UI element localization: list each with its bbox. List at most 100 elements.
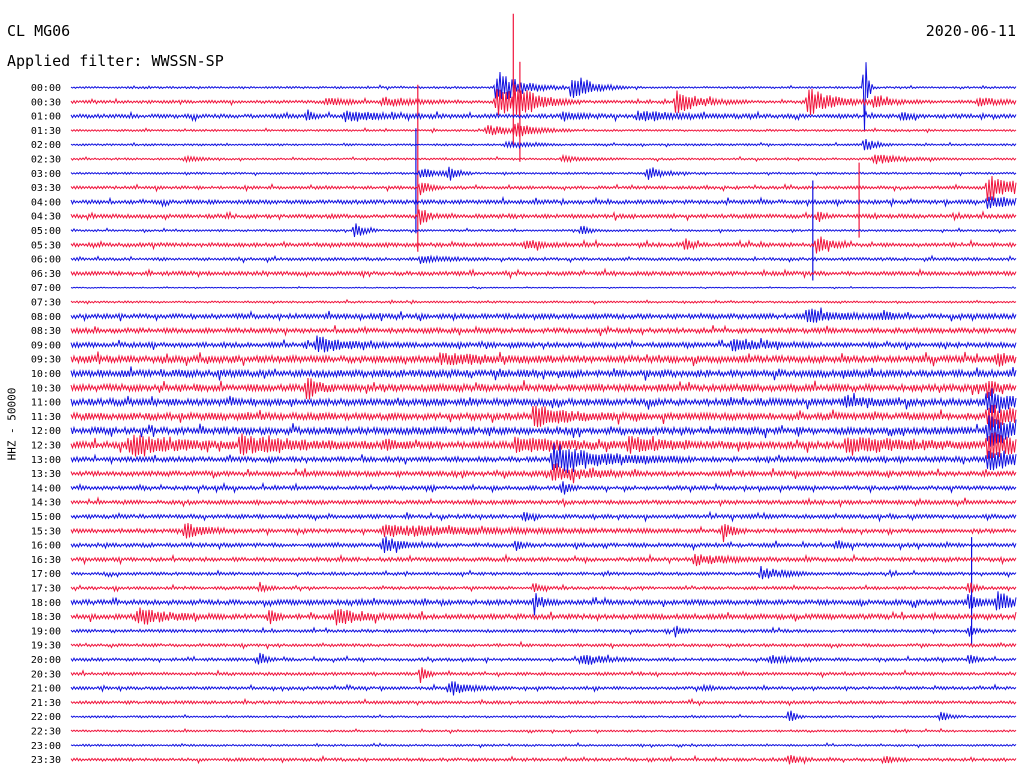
row-label: 00:30 bbox=[31, 97, 61, 108]
row-label: 17:00 bbox=[31, 569, 61, 580]
date-label: 2020-06-11 bbox=[925, 22, 1016, 40]
row-label: 14:00 bbox=[31, 483, 61, 494]
row-label: 21:00 bbox=[31, 684, 61, 695]
row-label: 08:30 bbox=[31, 326, 61, 337]
trace-line bbox=[70, 607, 1017, 626]
trace-line bbox=[70, 415, 1017, 447]
trace-line bbox=[70, 84, 1017, 116]
row-label: 19:00 bbox=[31, 626, 61, 637]
trace-line bbox=[70, 754, 1017, 765]
row-label: 21:30 bbox=[31, 698, 61, 709]
row-label: 23:30 bbox=[31, 755, 61, 766]
trace-line bbox=[70, 109, 1017, 123]
trace-line bbox=[70, 510, 1017, 523]
row-label: 09:30 bbox=[31, 355, 61, 366]
trace-line bbox=[70, 640, 1017, 650]
row-label: 16:00 bbox=[31, 541, 61, 552]
row-label: 20:30 bbox=[31, 669, 61, 680]
trace-line bbox=[70, 324, 1017, 337]
row-label: 05:00 bbox=[31, 226, 61, 237]
trace-line bbox=[70, 742, 1017, 749]
trace-line bbox=[70, 681, 1017, 696]
row-label: 05:30 bbox=[31, 240, 61, 251]
trace-line bbox=[70, 496, 1017, 509]
row-label: 04:00 bbox=[31, 197, 61, 208]
trace-line bbox=[70, 209, 1017, 225]
trace-line bbox=[70, 481, 1017, 495]
row-label: 03:30 bbox=[31, 183, 61, 194]
row-label: 14:30 bbox=[31, 498, 61, 509]
row-label: 00:00 bbox=[31, 83, 61, 94]
row-label: 02:30 bbox=[31, 155, 61, 166]
row-label: 19:30 bbox=[31, 641, 61, 652]
row-label: 07:30 bbox=[31, 298, 61, 309]
row-label: 12:00 bbox=[31, 426, 61, 437]
row-label: 06:30 bbox=[31, 269, 61, 280]
row-label: 15:30 bbox=[31, 526, 61, 537]
row-label: 11:30 bbox=[31, 412, 61, 423]
trace-line bbox=[70, 285, 1017, 290]
row-label: 23:00 bbox=[31, 741, 61, 752]
trace-line bbox=[70, 443, 1017, 473]
trace-line bbox=[70, 727, 1017, 735]
trace-line bbox=[70, 166, 1017, 181]
row-label: 22:00 bbox=[31, 712, 61, 723]
trace-line bbox=[70, 223, 1017, 238]
trace-line bbox=[70, 267, 1017, 280]
trace-line bbox=[70, 298, 1017, 305]
trace-line bbox=[70, 463, 1017, 484]
trace-line bbox=[70, 625, 1017, 638]
row-label: 10:30 bbox=[31, 383, 61, 394]
row-label: 02:00 bbox=[31, 140, 61, 151]
trace-line bbox=[70, 139, 1017, 151]
trace-line bbox=[70, 335, 1017, 353]
trace-line bbox=[70, 566, 1017, 580]
trace-line bbox=[70, 432, 1017, 459]
row-label: 11:00 bbox=[31, 398, 61, 409]
trace-line bbox=[70, 388, 1017, 414]
trace-line bbox=[70, 195, 1017, 209]
row-label: 15:00 bbox=[31, 512, 61, 523]
trace-line bbox=[70, 581, 1017, 594]
trace-line bbox=[70, 591, 1017, 616]
trace-line bbox=[70, 366, 1017, 381]
row-label: 04:30 bbox=[31, 212, 61, 223]
row-label: 18:30 bbox=[31, 612, 61, 623]
row-label: 20:00 bbox=[31, 655, 61, 666]
filter-label: Applied filter: WWSSN-SP bbox=[7, 52, 224, 70]
row-label: 13:30 bbox=[31, 469, 61, 480]
trace-line bbox=[70, 153, 1017, 165]
row-label: 18:00 bbox=[31, 598, 61, 609]
row-label: 12:30 bbox=[31, 441, 61, 452]
trace-line bbox=[70, 377, 1017, 400]
trace-line bbox=[70, 254, 1017, 264]
row-label: 06:00 bbox=[31, 255, 61, 266]
row-label: 07:00 bbox=[31, 283, 61, 294]
trace-line bbox=[70, 667, 1017, 684]
trace-line bbox=[70, 652, 1017, 666]
row-label: 03:00 bbox=[31, 169, 61, 180]
trace-line bbox=[70, 536, 1017, 553]
trace-line bbox=[70, 522, 1017, 543]
row-label: 22:30 bbox=[31, 727, 61, 738]
trace-line bbox=[70, 404, 1017, 431]
row-label: 08:00 bbox=[31, 312, 61, 323]
trace-group bbox=[70, 13, 1017, 765]
trace-line bbox=[70, 122, 1017, 137]
row-label: 10:00 bbox=[31, 369, 61, 380]
row-label: 17:30 bbox=[31, 584, 61, 595]
trace-line bbox=[70, 553, 1017, 567]
row-label: 16:30 bbox=[31, 555, 61, 566]
trace-line bbox=[70, 307, 1017, 323]
trace-line bbox=[70, 710, 1017, 722]
trace-line bbox=[70, 62, 1017, 131]
row-label: 01:30 bbox=[31, 126, 61, 137]
row-label: 13:00 bbox=[31, 455, 61, 466]
trace-line bbox=[70, 175, 1017, 202]
trace-line bbox=[70, 697, 1017, 707]
station-label: CL MG06 bbox=[7, 22, 71, 40]
row-label: 09:00 bbox=[31, 340, 61, 351]
row-label: 01:00 bbox=[31, 112, 61, 123]
trace-line bbox=[70, 351, 1017, 367]
